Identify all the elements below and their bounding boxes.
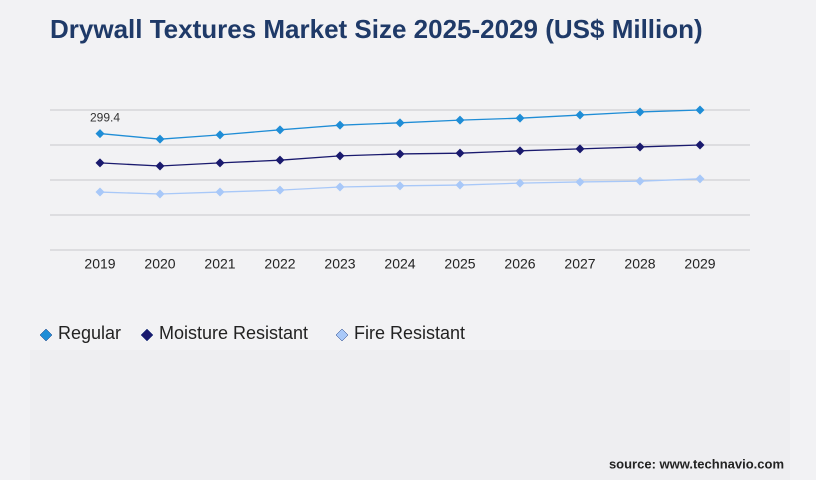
- point: [575, 177, 585, 187]
- point: [95, 187, 105, 197]
- point: [635, 107, 645, 117]
- point: [95, 129, 105, 139]
- legend-marker: [140, 328, 154, 342]
- point: [395, 118, 405, 128]
- point: [395, 181, 405, 191]
- legend-marker: [335, 328, 349, 342]
- point: [695, 140, 705, 150]
- point: [455, 115, 465, 125]
- point: [635, 142, 645, 152]
- point: [455, 180, 465, 190]
- legend-marker: [39, 328, 53, 342]
- point: [635, 176, 645, 186]
- point: [155, 134, 165, 144]
- point: [155, 161, 165, 171]
- x-tick-label: 2028: [624, 256, 655, 272]
- point: [275, 185, 285, 195]
- chart-title: Drywall Textures Market Size 2025-2029 (…: [50, 14, 703, 44]
- x-tick-label: 2027: [564, 256, 595, 272]
- point: [95, 158, 105, 168]
- footer-panel: [30, 350, 790, 480]
- x-tick-label: 2029: [684, 256, 715, 272]
- x-tick-label: 2021: [204, 256, 235, 272]
- point: [515, 178, 525, 188]
- x-tick-label: 2025: [444, 256, 475, 272]
- point: [335, 151, 345, 161]
- point: [455, 148, 465, 158]
- x-tick-label: 2023: [324, 256, 355, 272]
- point: [695, 174, 705, 184]
- point: [395, 149, 405, 159]
- point: [575, 144, 585, 154]
- point: [335, 182, 345, 192]
- x-tick-label: 2022: [264, 256, 295, 272]
- point: [515, 113, 525, 123]
- point: [215, 130, 225, 140]
- point: [335, 120, 345, 130]
- x-tick-label: 2026: [504, 256, 535, 272]
- data-label: 299.4: [90, 111, 120, 125]
- legend-label: Regular: [58, 323, 121, 343]
- source: source: www.technavio.com: [609, 456, 784, 471]
- legend-label: Fire Resistant: [354, 323, 465, 343]
- x-tick-label: 2024: [384, 256, 415, 272]
- x-tick-label: 2019: [84, 256, 115, 272]
- point: [215, 187, 225, 197]
- point: [215, 158, 225, 168]
- x-tick-label: 2020: [144, 256, 175, 272]
- point: [275, 155, 285, 165]
- point: [695, 105, 705, 115]
- point: [515, 146, 525, 156]
- point: [575, 110, 585, 120]
- point: [155, 189, 165, 199]
- point: [275, 125, 285, 135]
- legend-label: Moisture Resistant: [159, 323, 308, 343]
